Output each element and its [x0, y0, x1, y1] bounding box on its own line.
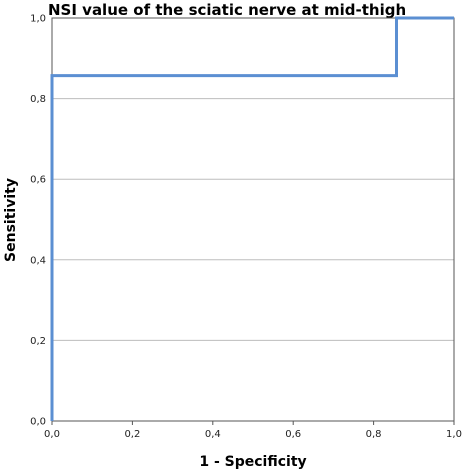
- x-tick-label: 0,8: [366, 429, 382, 440]
- x-tick-label: 1,0: [446, 429, 462, 440]
- grid-lines: [52, 98, 454, 341]
- y-tick-label: 0,6: [30, 175, 46, 186]
- y-tick-label: 0,0: [30, 417, 46, 428]
- y-tick-label: 1,0: [30, 14, 46, 25]
- x-tick-label: 0,6: [285, 429, 301, 440]
- x-tick-label: 0,2: [124, 429, 140, 440]
- y-tick-label: 0,2: [30, 336, 46, 347]
- series-group: [50, 16, 454, 421]
- x-tick-label: 0,0: [44, 429, 60, 440]
- y-axis-label: Sensitivity: [3, 178, 19, 262]
- y-tick-label: 0,8: [30, 94, 46, 105]
- x-tick-label: 0,4: [205, 429, 221, 440]
- y-axis-ticks: 0,0 0,2 0,4 0,6 0,8 1,0: [30, 14, 46, 428]
- roc-curve-line: [50, 16, 454, 421]
- x-axis-label: 1 - Specificity: [199, 454, 306, 470]
- y-tick-label: 0,4: [30, 255, 46, 266]
- plot-area-frame: [51, 17, 455, 422]
- x-axis-ticks: 0,0 0,2 0,4 0,6 0,8 1,0: [44, 421, 462, 440]
- chart-title: NSI value of the sciatic nerve at mid-th…: [48, 1, 406, 19]
